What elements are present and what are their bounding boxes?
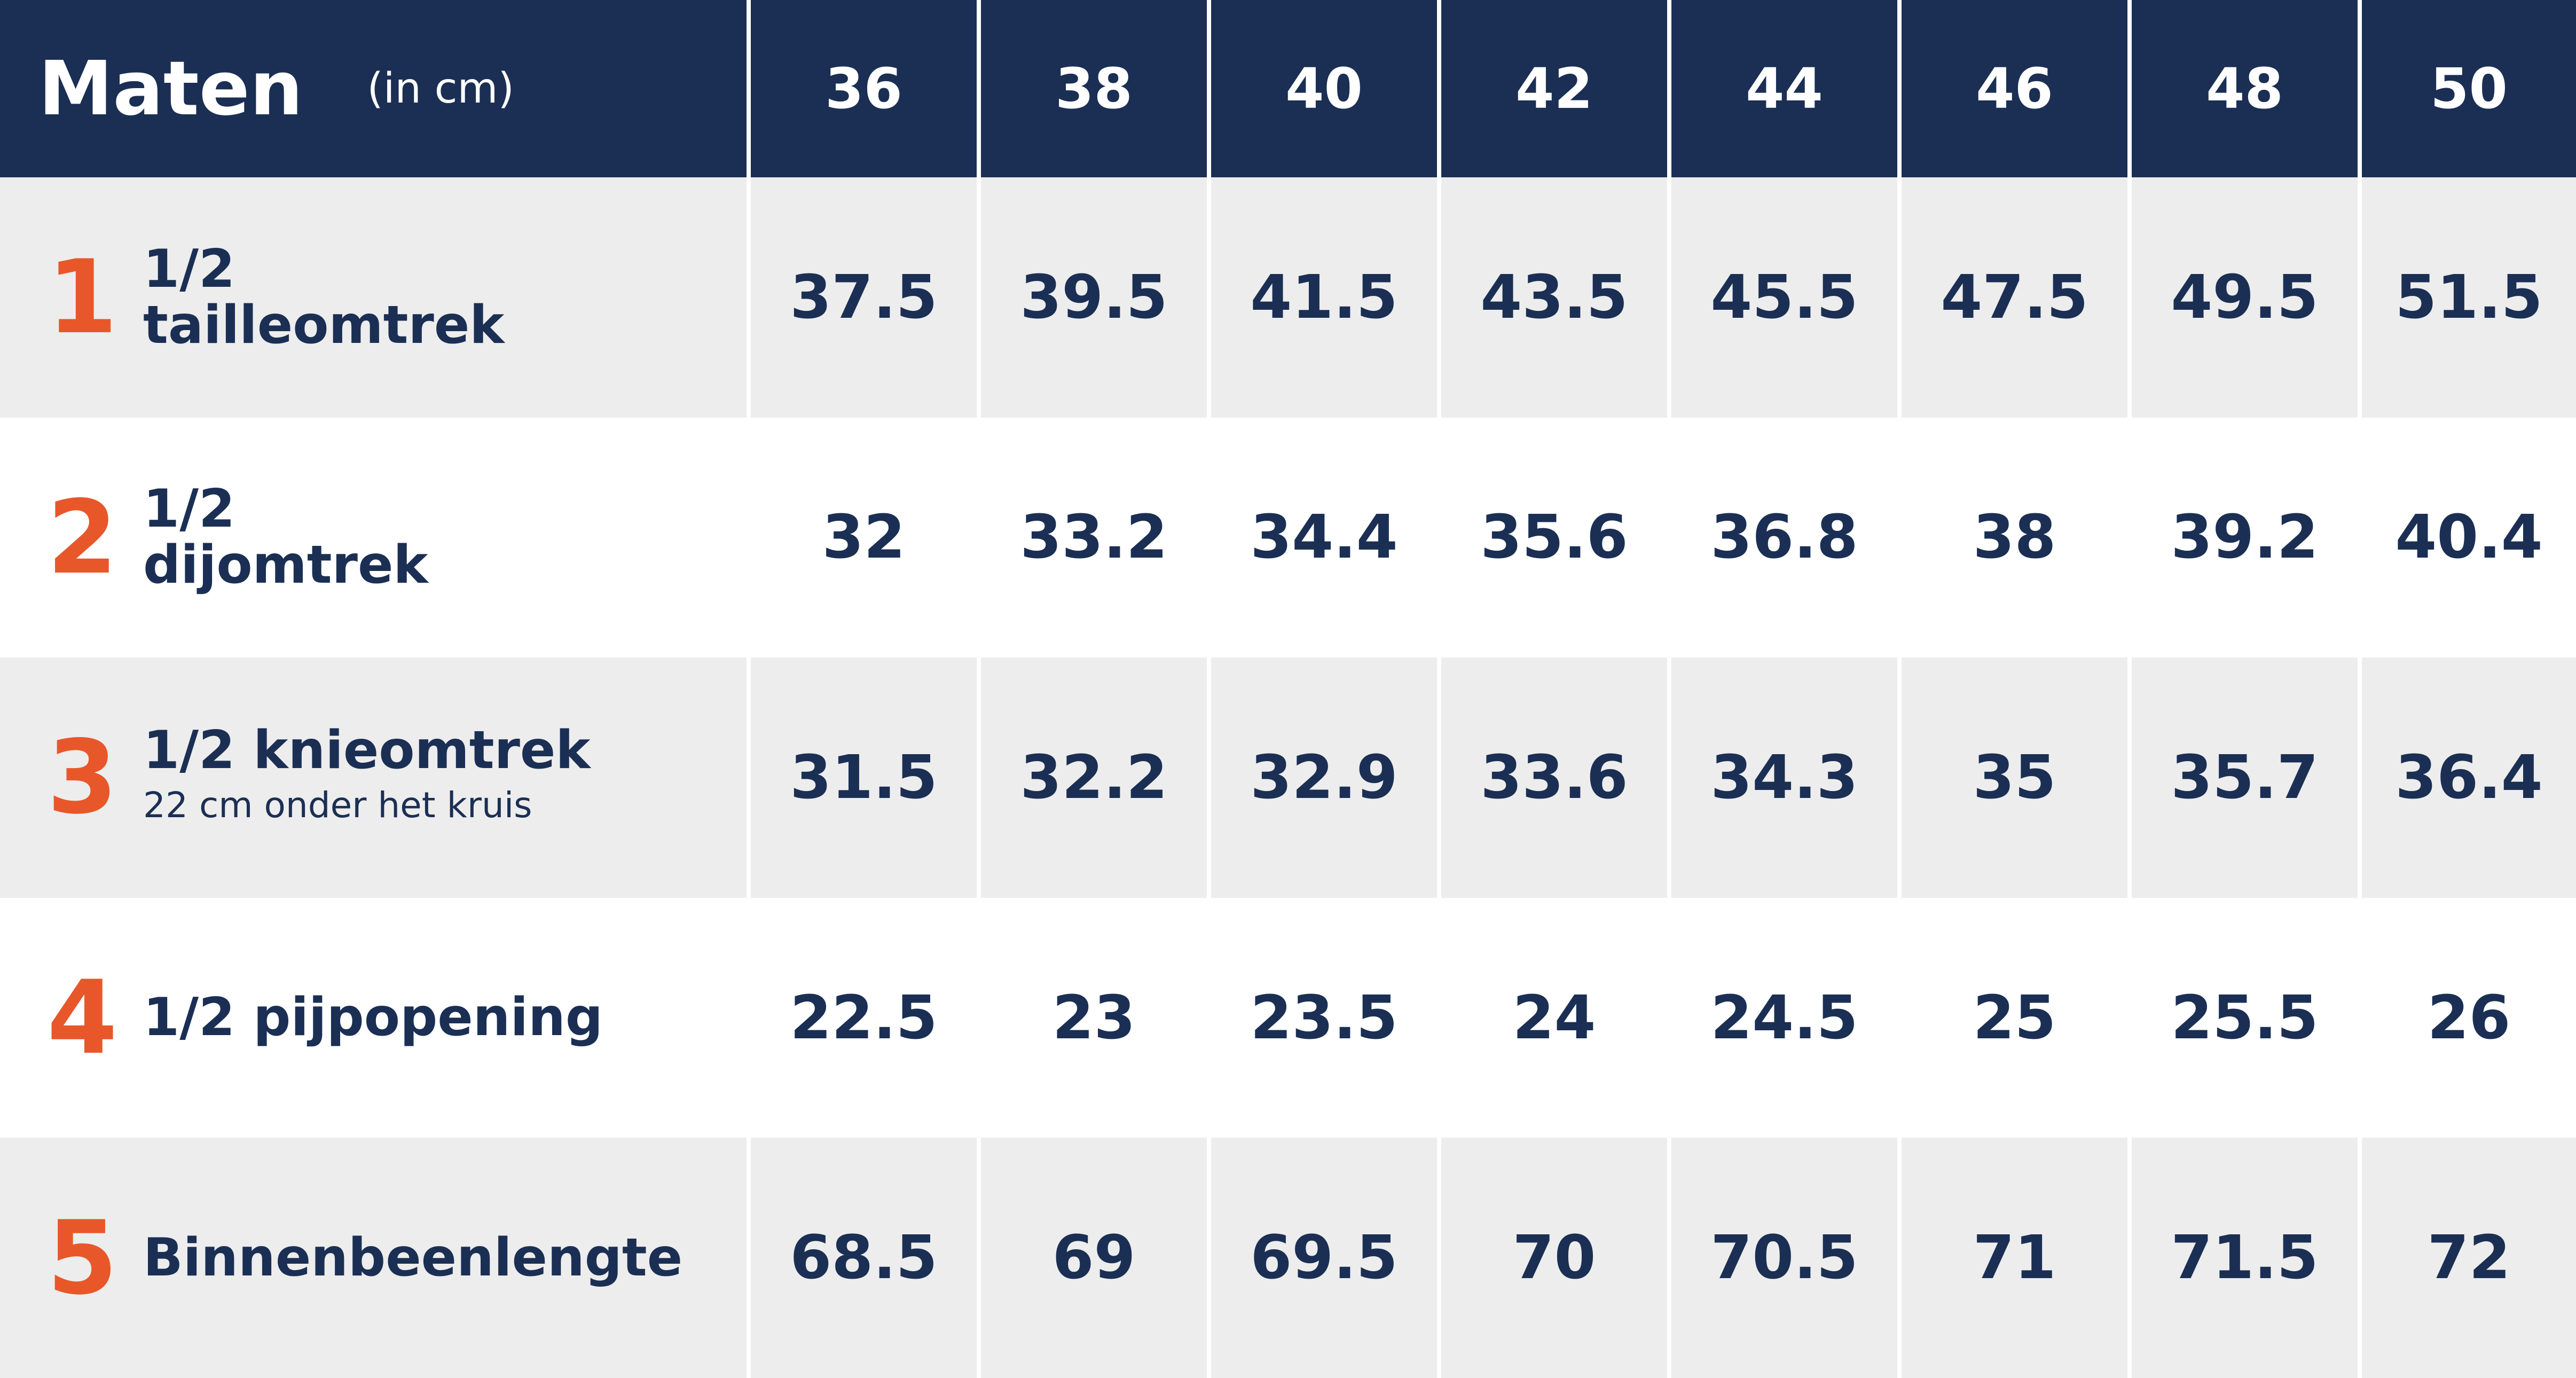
value-cell: 47.5 (1902, 177, 2127, 418)
row-number: 3 (47, 718, 118, 837)
value-cell: 35 (1902, 657, 2127, 898)
value-cell: 41.5 (1211, 177, 1437, 418)
value-cell: 32.2 (981, 657, 1207, 898)
row-sublabel: 22 cm onder het kruis (143, 785, 532, 826)
row-number: 2 (47, 478, 118, 597)
size-header: 36 (751, 0, 977, 177)
header-unit: (in cm) (367, 65, 514, 113)
value-cell: 24 (1441, 897, 1667, 1138)
value-cell: 33.6 (1441, 657, 1667, 898)
value-cell: 69.5 (1211, 1138, 1437, 1378)
value-cell: 70.5 (1671, 1138, 1897, 1378)
row-label: 1/2 pijpopening (143, 990, 603, 1046)
value-cell: 25 (1902, 897, 2127, 1138)
value-cell: 32.9 (1211, 657, 1437, 898)
row-number: 5 (47, 1199, 118, 1317)
row-number: 4 (47, 959, 118, 1077)
value-cell: 35.7 (2132, 657, 2358, 898)
value-cell: 43.5 (1441, 177, 1667, 418)
header-label-cell: Maten (in cm) (0, 0, 747, 177)
value-cell: 40.4 (2362, 417, 2576, 658)
value-cell: 35.6 (1441, 417, 1667, 658)
row-label: 1/2 tailleomtrek (143, 241, 504, 354)
value-cell: 39.5 (981, 177, 1207, 418)
row-label-cell: 2 1/2 dijomtrek (0, 417, 747, 658)
label-line: 1/2 pijpopening (143, 987, 603, 1048)
value-cell: 68.5 (751, 1138, 977, 1378)
value-cell: 34.4 (1211, 417, 1437, 658)
label-line: dijomtrek (143, 535, 428, 596)
value-cell: 72 (2362, 1138, 2576, 1378)
value-cell: 36.4 (2362, 657, 2576, 898)
value-cell: 71 (1902, 1138, 2127, 1378)
value-cell: 23 (981, 897, 1207, 1138)
header-title: Maten (38, 45, 303, 132)
size-header: 42 (1441, 0, 1667, 177)
label-line: Binnenbeenlengte (143, 1227, 683, 1288)
row-label-cell: 3 1/2 knieomtrek 22 cm onder het kruis (0, 657, 747, 898)
row-label-cell: 1 1/2 tailleomtrek (0, 177, 747, 418)
row-number: 1 (47, 238, 118, 357)
row-label: Binnenbeenlengte (143, 1230, 682, 1286)
value-cell: 69 (981, 1138, 1207, 1378)
value-cell: 33.2 (981, 417, 1207, 658)
label-line: 1/2 (143, 238, 235, 300)
row-label: 1/2 dijomtrek (143, 481, 428, 593)
size-header: 48 (2132, 0, 2358, 177)
row-label-cell: 5 Binnenbeenlengte (0, 1138, 747, 1378)
size-header: 38 (981, 0, 1207, 177)
value-cell: 24.5 (1671, 897, 1897, 1138)
value-cell: 31.5 (751, 657, 977, 898)
value-cell: 51.5 (2362, 177, 2576, 418)
value-cell: 22.5 (751, 897, 977, 1138)
value-cell: 32 (751, 417, 977, 658)
row-label-cell: 4 1/2 pijpopening (0, 897, 747, 1138)
label-line: 1/2 knieomtrek (143, 720, 591, 781)
value-cell: 23.5 (1211, 897, 1437, 1138)
value-cell: 71.5 (2132, 1138, 2358, 1378)
value-cell: 45.5 (1671, 177, 1897, 418)
size-header: 44 (1671, 0, 1897, 177)
value-cell: 70 (1441, 1138, 1667, 1378)
value-cell: 26 (2362, 897, 2576, 1138)
value-cell: 39.2 (2132, 417, 2358, 658)
value-cell: 37.5 (751, 177, 977, 418)
label-line: tailleomtrek (143, 294, 505, 356)
value-cell: 49.5 (2132, 177, 2358, 418)
size-header: 40 (1211, 0, 1437, 177)
value-cell: 38 (1902, 417, 2127, 658)
row-label: 1/2 knieomtrek 22 cm onder het kruis (143, 723, 591, 832)
value-cell: 34.3 (1671, 657, 1897, 898)
size-header: 50 (2362, 0, 2576, 177)
value-cell: 36.8 (1671, 417, 1897, 658)
value-cell: 25.5 (2132, 897, 2358, 1138)
size-header: 46 (1902, 0, 2127, 177)
label-line: 1/2 (143, 479, 235, 540)
